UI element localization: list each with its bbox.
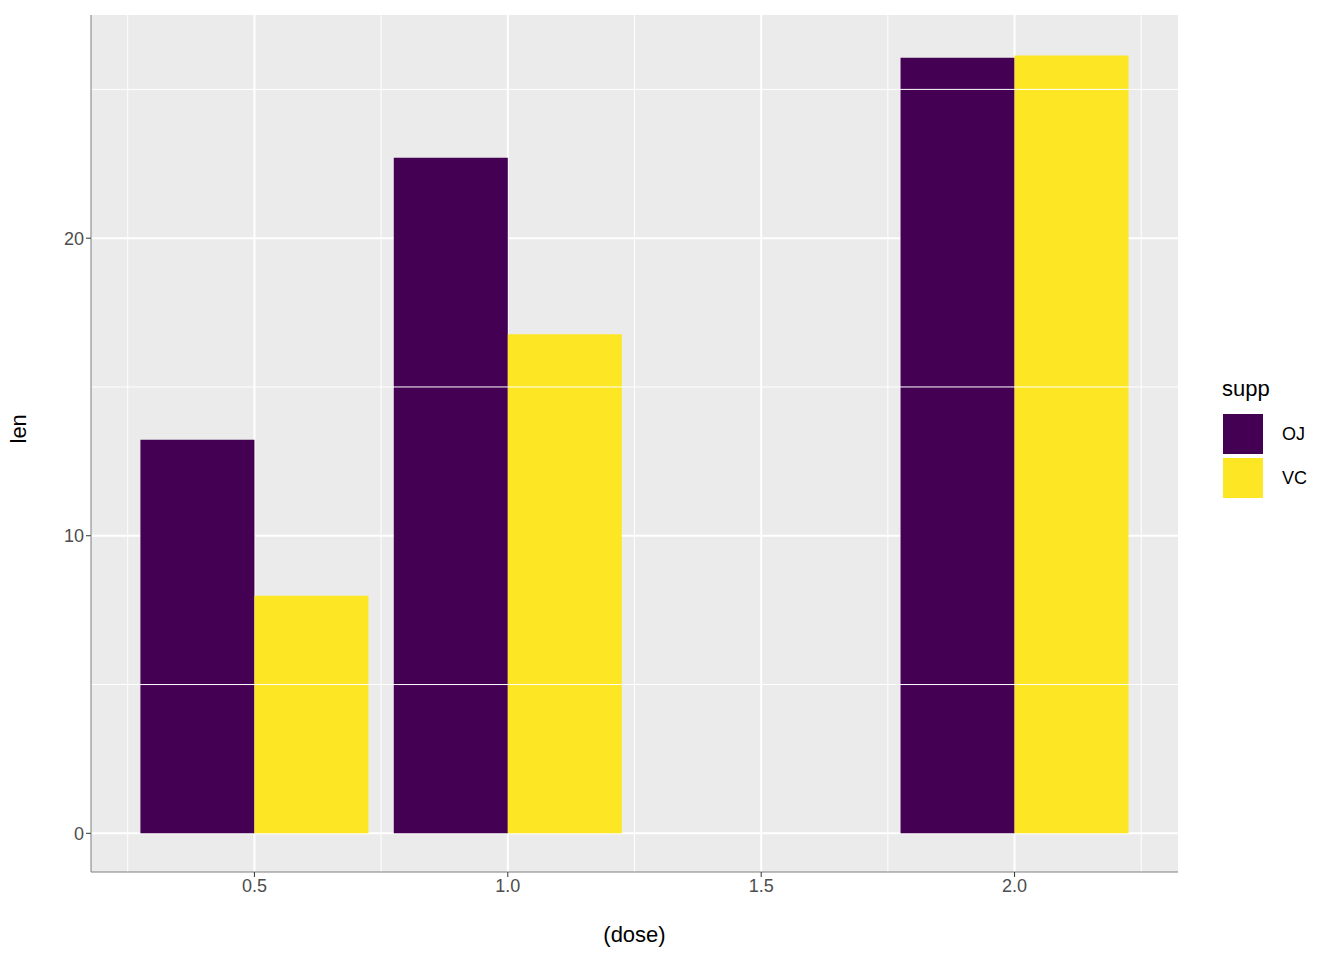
svg-text:0.5: 0.5 <box>242 876 267 896</box>
svg-text:len: len <box>8 414 31 443</box>
html-text:VC: VC <box>1282 467 1307 488</box>
svg-text:1.5: 1.5 <box>749 876 774 896</box>
svg-text:0: 0 <box>74 824 84 844</box>
svg-text:(dose): (dose) <box>603 922 665 947</box>
html-text:supp: supp <box>1222 376 1270 401</box>
svg-text:1.0: 1.0 <box>495 876 520 896</box>
html-text:OJ: OJ <box>1282 423 1305 444</box>
svg-text:20: 20 <box>64 229 84 249</box>
svg-text:2.0: 2.0 <box>1002 876 1027 896</box>
svg-text:10: 10 <box>64 526 84 546</box>
